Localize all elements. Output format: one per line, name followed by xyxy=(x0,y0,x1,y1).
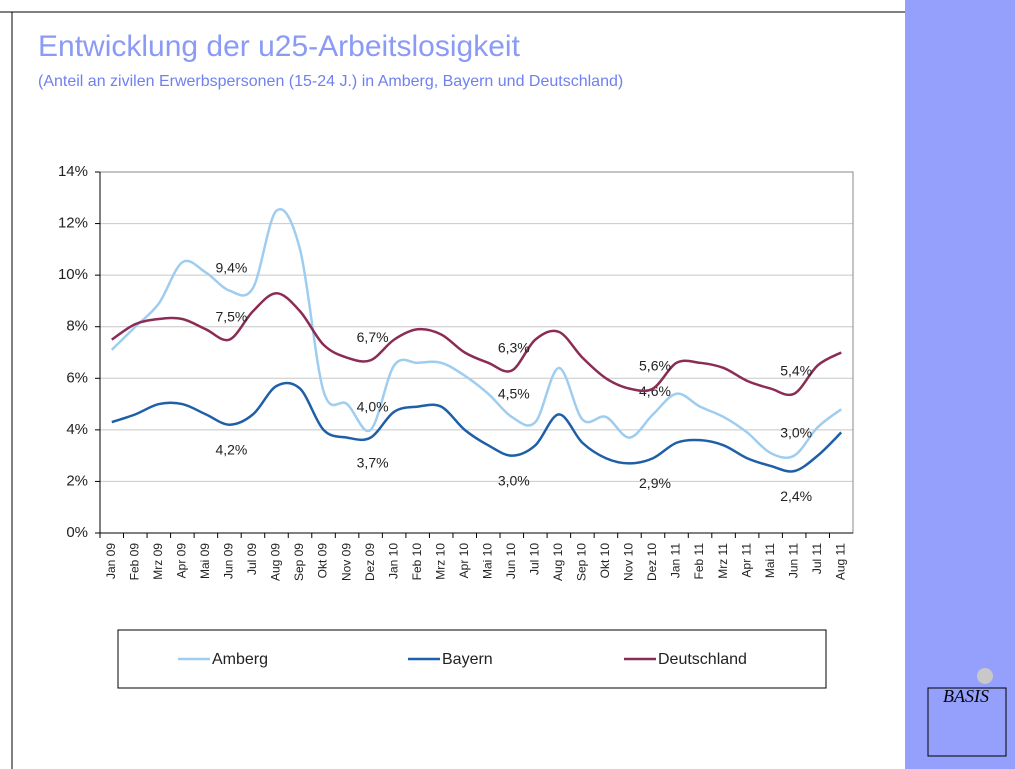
x-tick-label: Sep 09 xyxy=(292,543,306,581)
data-label: 9,4% xyxy=(215,259,247,275)
x-tick-label: Feb 10 xyxy=(410,543,424,581)
logo: BASIS xyxy=(943,686,989,706)
data-label: 3,0% xyxy=(498,472,530,488)
y-tick-label: 2% xyxy=(66,472,88,489)
x-tick-label: Apr 09 xyxy=(175,543,189,579)
legend-box xyxy=(117,629,827,689)
data-label: 6,7% xyxy=(357,329,389,345)
x-tick-label: Aug 10 xyxy=(551,543,565,581)
x-tick-label: Jan 11 xyxy=(669,543,683,578)
y-tick-label: 0% xyxy=(66,524,88,541)
chart-title: Entwicklung der u25-Arbeitslosigkeit xyxy=(38,30,521,63)
x-tick-label: Okt 09 xyxy=(316,543,330,579)
x-tick-label: Mrz 11 xyxy=(716,543,730,579)
legend-label: Deutschland xyxy=(658,651,747,668)
series-line xyxy=(110,208,842,459)
x-tick-label: Jun 11 xyxy=(786,543,800,578)
data-label: 5,6% xyxy=(639,357,671,373)
data-label: 4,0% xyxy=(357,399,389,415)
data-label: 7,5% xyxy=(215,308,247,324)
x-tick-label: Apr 10 xyxy=(457,543,471,579)
logo-box xyxy=(927,687,1007,757)
chart-subtitle: (Anteil an zivilen Erwerbspersonen (15-2… xyxy=(38,73,623,90)
legend-label: Bayern xyxy=(442,651,493,668)
series-line xyxy=(111,291,842,397)
x-tick-label: Jun 10 xyxy=(504,543,518,579)
data-label: 4,2% xyxy=(215,441,247,457)
x-tick-label: Mrz 10 xyxy=(433,543,447,580)
data-label: 3,0% xyxy=(780,424,812,440)
logo-dot xyxy=(977,668,993,684)
x-tick-label: Mai 10 xyxy=(480,543,494,579)
x-tick-label: Feb 11 xyxy=(692,543,706,580)
x-tick-label: Jan 09 xyxy=(104,543,118,579)
x-tick-label: Jul 09 xyxy=(245,543,259,575)
legend-label: Amberg xyxy=(212,651,268,668)
x-tick-label: Sep 10 xyxy=(575,543,589,581)
x-tick-label: Jul 11 xyxy=(810,543,824,574)
x-tick-label: Nov 10 xyxy=(622,543,636,581)
x-tick-label: Aug 09 xyxy=(269,543,283,581)
y-tick-label: 6% xyxy=(66,369,88,386)
x-tick-label: Okt 10 xyxy=(598,543,612,579)
data-label: 6,3% xyxy=(498,339,530,355)
y-tick-label: 4% xyxy=(66,421,88,438)
x-tick-label: Apr 11 xyxy=(739,543,753,578)
y-tick-label: 14% xyxy=(58,163,88,180)
series-line xyxy=(111,381,843,473)
data-label: 2,9% xyxy=(639,475,671,491)
x-tick-label: Jul 10 xyxy=(528,543,542,575)
x-tick-label: Jun 09 xyxy=(222,543,236,579)
x-tick-label: Dez 09 xyxy=(363,543,377,581)
x-tick-label: Mrz 09 xyxy=(151,543,165,580)
x-tick-label: Jan 10 xyxy=(386,543,400,579)
data-label: 4,5% xyxy=(498,386,530,402)
y-tick-label: 8% xyxy=(66,318,88,335)
side-band xyxy=(905,0,1015,769)
data-label: 4,6% xyxy=(639,383,671,399)
x-tick-label: Mai 09 xyxy=(198,543,212,579)
y-tick-label: 10% xyxy=(58,266,88,283)
x-tick-label: Feb 09 xyxy=(127,543,141,581)
y-tick-label: 12% xyxy=(58,215,88,232)
x-tick-label: Dez 10 xyxy=(645,543,659,581)
x-tick-label: Mai 11 xyxy=(763,543,777,578)
data-label: 2,4% xyxy=(780,488,812,504)
x-tick-label: Nov 09 xyxy=(339,543,353,581)
data-label: 3,7% xyxy=(357,454,389,470)
data-label: 5,4% xyxy=(780,362,812,378)
x-tick-label: Aug 11 xyxy=(833,543,847,580)
